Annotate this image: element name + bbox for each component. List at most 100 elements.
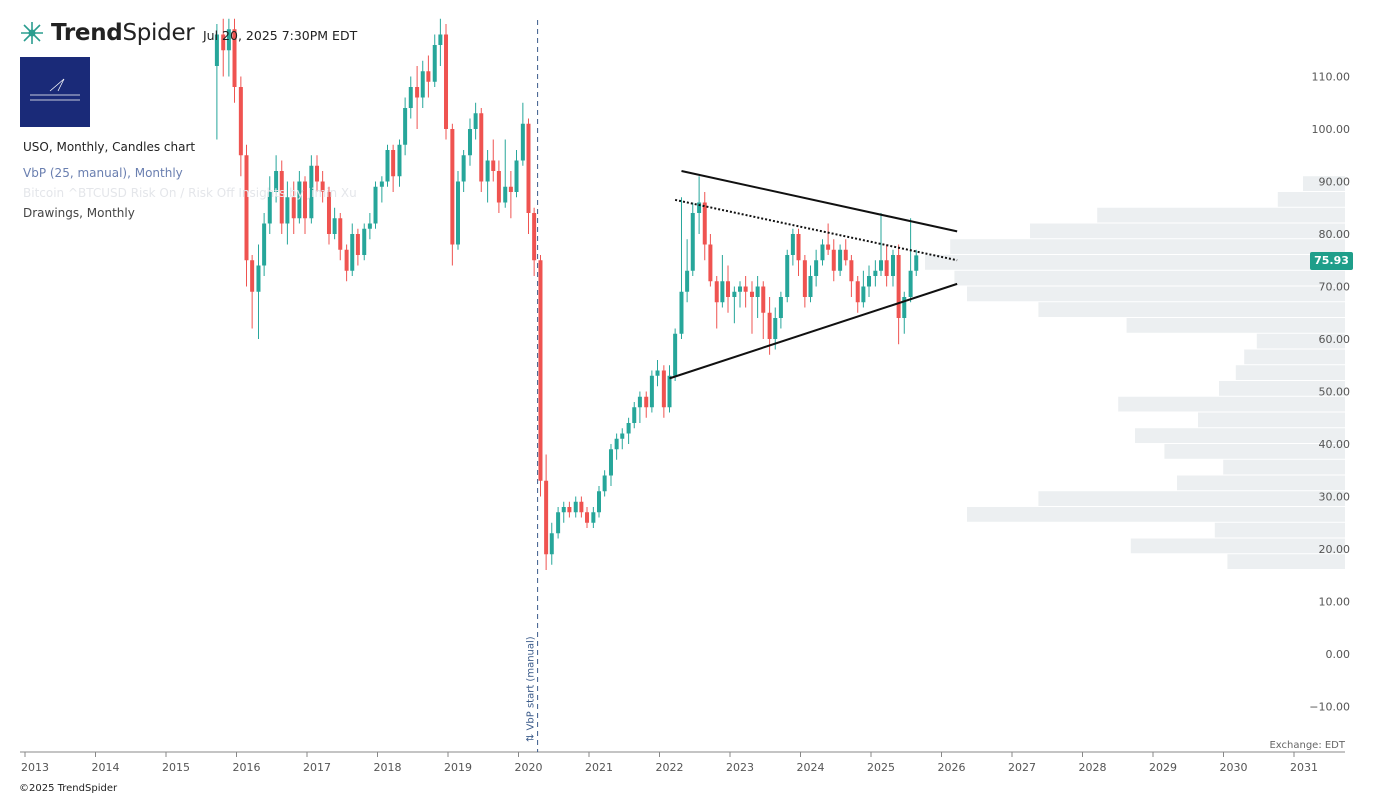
candle[interactable] <box>479 108 484 192</box>
candle[interactable] <box>461 150 466 192</box>
candle[interactable] <box>884 244 889 287</box>
candle[interactable] <box>214 24 219 140</box>
candle[interactable] <box>826 223 831 256</box>
candle[interactable] <box>450 123 455 266</box>
overlay-legend[interactable]: Bitcoin ^BTCUSD Risk On / Risk Off Insig… <box>23 186 357 200</box>
candle[interactable] <box>861 270 866 308</box>
trendline[interactable] <box>681 170 958 233</box>
candle[interactable] <box>279 160 284 235</box>
candle[interactable] <box>708 234 713 287</box>
candle[interactable] <box>491 139 496 182</box>
candle[interactable] <box>291 181 296 235</box>
candle[interactable] <box>655 360 660 387</box>
vbp-legend[interactable]: VbP (25, manual), Monthly <box>23 166 183 180</box>
candle[interactable] <box>520 102 525 166</box>
candle[interactable] <box>632 402 637 429</box>
candle[interactable] <box>626 417 631 444</box>
candle[interactable] <box>326 186 331 245</box>
candle[interactable] <box>726 265 731 313</box>
candle[interactable] <box>573 496 578 518</box>
candle[interactable] <box>567 501 572 518</box>
candle[interactable] <box>773 307 778 350</box>
vbp-start-marker[interactable]: ⇅ VbP start (manual) <box>526 20 539 752</box>
candle[interactable] <box>614 433 619 460</box>
candle[interactable] <box>761 281 766 339</box>
candle[interactable] <box>743 276 748 308</box>
candle[interactable] <box>908 218 913 303</box>
candle[interactable] <box>397 139 402 187</box>
candle[interactable] <box>685 239 690 303</box>
candle[interactable] <box>796 228 801 276</box>
trendlines[interactable] <box>669 170 958 380</box>
candle[interactable] <box>755 276 760 318</box>
candle[interactable] <box>508 171 513 219</box>
candle[interactable] <box>549 522 554 565</box>
candle[interactable] <box>332 207 337 240</box>
candle[interactable] <box>226 18 231 77</box>
candle[interactable] <box>867 265 872 298</box>
candle[interactable] <box>702 192 707 261</box>
candle[interactable] <box>496 160 501 214</box>
candle[interactable] <box>561 501 566 523</box>
candle[interactable] <box>732 286 737 324</box>
candle[interactable] <box>267 176 272 234</box>
candles[interactable] <box>214 18 919 571</box>
candle[interactable] <box>514 150 519 198</box>
candle[interactable] <box>244 144 249 287</box>
candle[interactable] <box>350 223 355 277</box>
candle[interactable] <box>556 507 561 539</box>
candle[interactable] <box>532 207 537 276</box>
candle[interactable] <box>473 102 478 140</box>
candle[interactable] <box>262 213 267 276</box>
candle[interactable] <box>338 213 343 261</box>
drawings-legend[interactable]: Drawings, Monthly <box>23 206 135 220</box>
candle[interactable] <box>303 176 308 234</box>
candle[interactable] <box>679 197 684 339</box>
candle[interactable] <box>667 365 672 413</box>
candle[interactable] <box>720 255 725 308</box>
candle[interactable] <box>221 18 226 77</box>
candle[interactable] <box>344 244 349 282</box>
candle[interactable] <box>355 228 360 266</box>
candle[interactable] <box>256 244 261 340</box>
candle[interactable] <box>602 470 607 497</box>
candle[interactable] <box>661 365 666 418</box>
candle[interactable] <box>738 281 742 308</box>
candle[interactable] <box>362 223 367 261</box>
candle[interactable] <box>420 60 425 108</box>
candle[interactable] <box>426 55 431 98</box>
candle[interactable] <box>838 244 843 277</box>
dotted-trendline[interactable] <box>674 198 958 262</box>
candle[interactable] <box>902 291 907 334</box>
candle[interactable] <box>526 118 531 235</box>
candle[interactable] <box>408 76 413 119</box>
candle[interactable] <box>790 228 795 266</box>
candle[interactable] <box>250 255 255 329</box>
candle[interactable] <box>373 181 378 229</box>
candle[interactable] <box>620 428 625 450</box>
candle[interactable] <box>873 260 878 287</box>
candle[interactable] <box>315 155 319 192</box>
candle[interactable] <box>597 486 601 518</box>
candle[interactable] <box>890 249 895 287</box>
candle[interactable] <box>503 139 508 208</box>
candle[interactable] <box>778 291 783 329</box>
candle[interactable] <box>467 118 472 166</box>
candle[interactable] <box>238 76 243 177</box>
candle[interactable] <box>831 239 836 282</box>
candle[interactable] <box>690 202 695 277</box>
candle[interactable] <box>385 144 390 187</box>
candle[interactable] <box>808 265 813 303</box>
candle[interactable] <box>879 213 883 276</box>
candle[interactable] <box>297 171 302 224</box>
candle[interactable] <box>232 18 237 103</box>
candle[interactable] <box>367 213 372 240</box>
candle[interactable] <box>432 34 437 88</box>
candle[interactable] <box>785 249 790 303</box>
candle[interactable] <box>544 454 549 571</box>
candle[interactable] <box>802 255 807 308</box>
trendline[interactable] <box>669 282 958 380</box>
candle[interactable] <box>309 155 314 224</box>
candle[interactable] <box>814 249 819 287</box>
